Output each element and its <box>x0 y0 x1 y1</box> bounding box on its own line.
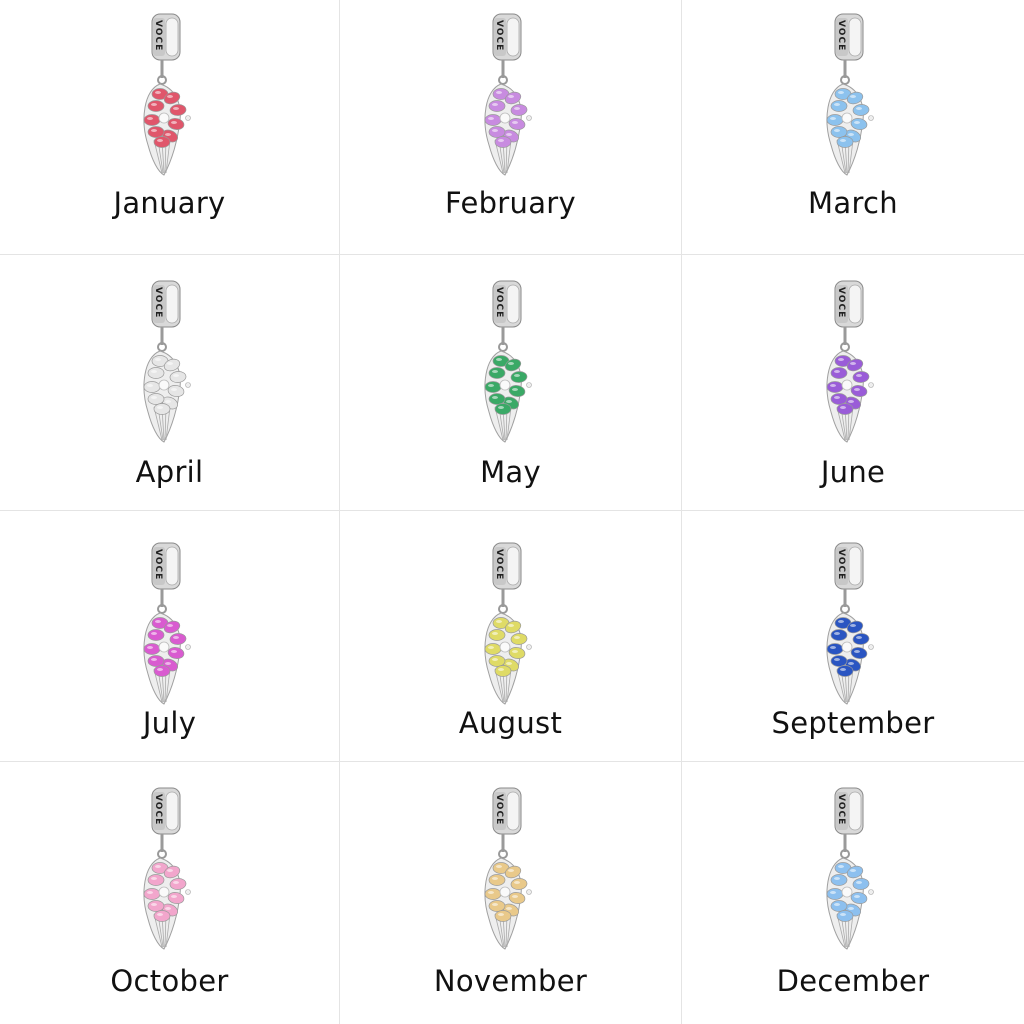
bead: VOCE <box>151 542 180 590</box>
bead-engraving: VOCE <box>153 794 163 825</box>
month-label: June <box>820 455 886 489</box>
charm-cell-october[interactable]: VOCE October <box>0 762 340 1024</box>
month-label: March <box>808 186 898 220</box>
month-label: January <box>113 186 226 220</box>
charm-image: VOCE <box>826 13 874 176</box>
bead-engraving: VOCE <box>494 794 504 825</box>
bead-engraving: VOCE <box>153 549 163 580</box>
charm-image: VOCE <box>484 280 532 443</box>
bead: VOCE <box>834 542 864 590</box>
charm-cell-april[interactable]: VOCE April <box>0 255 340 511</box>
bead: VOCE <box>834 787 864 835</box>
month-label: December <box>776 964 930 998</box>
month-label: October <box>110 964 229 998</box>
charm-cell-february[interactable]: VOCE February <box>340 0 682 255</box>
charm-cell-september[interactable]: VOCE September <box>682 511 1024 762</box>
month-label: August <box>458 706 563 740</box>
bead-engraving: VOCE <box>494 20 504 51</box>
bead: VOCE <box>492 787 521 835</box>
charm-cell-march[interactable]: VOCE March <box>682 0 1024 255</box>
charm-image: VOCE <box>143 280 191 443</box>
charm-cell-december[interactable]: VOCE December <box>682 762 1024 1024</box>
charm-cell-june[interactable]: VOCE June <box>682 255 1024 511</box>
month-label: May <box>480 455 541 489</box>
charm-cell-november[interactable]: VOCE November <box>340 762 682 1024</box>
charm-image: VOCE <box>143 542 191 705</box>
month-label: April <box>135 455 204 489</box>
bead: VOCE <box>834 13 864 61</box>
bead-engraving: VOCE <box>153 20 163 51</box>
bead: VOCE <box>151 280 180 328</box>
month-label: November <box>433 964 588 998</box>
bead: VOCE <box>151 13 180 61</box>
charm-image: VOCE <box>484 13 532 176</box>
bead-engraving: VOCE <box>494 287 504 318</box>
bead-engraving: VOCE <box>836 20 846 51</box>
month-label: September <box>771 706 935 740</box>
charm-cell-august[interactable]: VOCE August <box>340 511 682 762</box>
bead: VOCE <box>492 280 521 328</box>
bead: VOCE <box>151 787 180 835</box>
charm-image: VOCE <box>826 787 874 950</box>
charm-image: VOCE <box>143 787 191 950</box>
charm-image: VOCE <box>143 13 191 176</box>
bead-engraving: VOCE <box>153 287 163 318</box>
month-label: February <box>445 186 576 220</box>
charm-cell-january[interactable]: VOCE January <box>0 0 340 255</box>
month-label: July <box>142 706 197 740</box>
charm-cell-may[interactable]: VOCE May <box>340 255 682 511</box>
bead-engraving: VOCE <box>836 287 846 318</box>
charm-image: VOCE <box>826 542 874 705</box>
bead-engraving: VOCE <box>836 794 846 825</box>
charm-image: VOCE <box>826 280 874 443</box>
bead-engraving: VOCE <box>836 549 846 580</box>
charm-image: VOCE <box>484 787 532 950</box>
charm-image: VOCE <box>484 542 532 705</box>
bead: VOCE <box>492 13 521 61</box>
bead: VOCE <box>834 280 864 328</box>
bead: VOCE <box>492 542 521 590</box>
bead-engraving: VOCE <box>494 549 504 580</box>
charm-cell-july[interactable]: VOCE July <box>0 511 340 762</box>
